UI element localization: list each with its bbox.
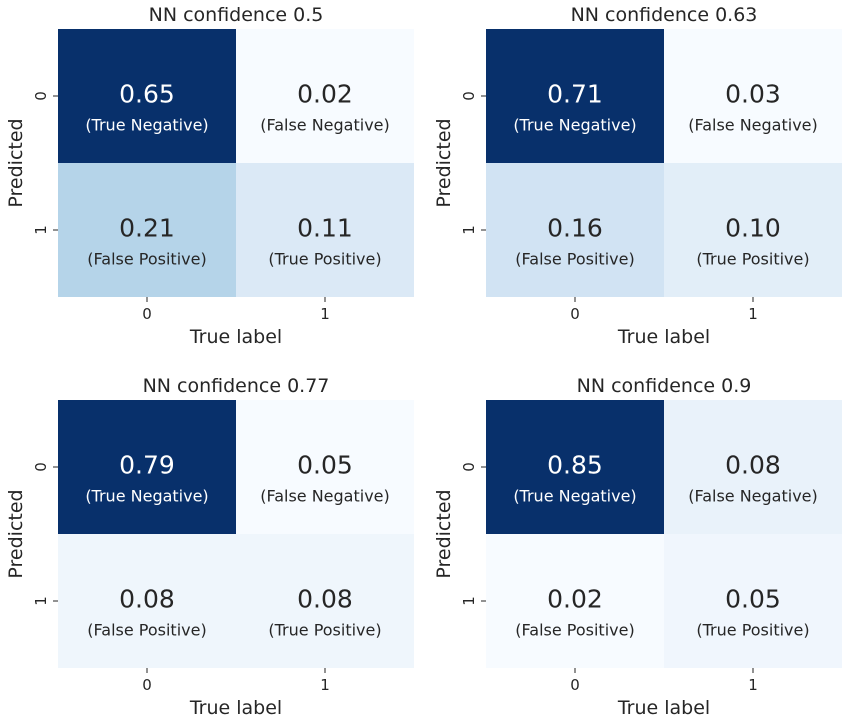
cell-value-label: 0.08 — [725, 451, 781, 480]
y-tick-label: 1 — [460, 225, 478, 235]
y-tick-label: 0 — [32, 91, 50, 101]
y-axis-label: Predicted — [433, 118, 455, 207]
heatmap-cell — [664, 400, 842, 534]
heatmap-cell — [486, 534, 664, 668]
cell-category-label: (False Negative) — [688, 487, 818, 506]
x-axis-label: True label — [617, 326, 710, 348]
y-axis-label: Predicted — [5, 118, 27, 207]
cell-value-label: 0.05 — [725, 585, 781, 614]
cell-category-label: (False Positive) — [87, 250, 206, 269]
x-tick-label: 1 — [320, 676, 330, 694]
heatmap-cell — [486, 400, 664, 534]
cell-category-label: (True Positive) — [268, 621, 381, 640]
chart-title: NN confidence 0.77 — [143, 375, 330, 397]
heatmap-cell — [236, 400, 414, 534]
heatmap-cell — [58, 29, 236, 163]
y-axis-label: Predicted — [433, 489, 455, 578]
cell-value-label: 0.03 — [725, 80, 781, 109]
x-tick-label: 0 — [142, 305, 152, 323]
cell-category-label: (False Positive) — [87, 621, 206, 640]
cell-value-label: 0.21 — [119, 214, 175, 243]
heatmap-cell — [486, 29, 664, 163]
y-tick-label: 1 — [460, 596, 478, 606]
confusion-matrix-2: 0.71 (True Negative) 0.03 (False Negative) 0… — [433, 4, 842, 348]
x-axis-label: True label — [189, 326, 282, 348]
y-axis-label: Predicted — [5, 489, 27, 578]
cell-value-label: 0.02 — [547, 585, 603, 614]
heatmap-cell — [58, 163, 236, 297]
cell-value-label: 0.65 — [119, 80, 175, 109]
cell-value-label: 0.05 — [297, 451, 353, 480]
y-tick-label: 1 — [32, 225, 50, 235]
cell-category-label: (True Negative) — [513, 487, 636, 506]
heatmap-cell — [664, 29, 842, 163]
cell-category-label: (False Negative) — [260, 116, 390, 135]
cell-value-label: 0.10 — [725, 214, 781, 243]
cell-value-label: 0.16 — [547, 214, 603, 243]
cell-category-label: (False Positive) — [515, 250, 634, 269]
cell-value-label: 0.11 — [297, 214, 353, 243]
heatmap-cell — [664, 163, 842, 297]
cell-category-label: (True Positive) — [268, 250, 381, 269]
cell-value-label: 0.85 — [547, 451, 603, 480]
heatmap-cell — [486, 163, 664, 297]
heatmap-cell — [236, 534, 414, 668]
x-tick-label: 1 — [320, 305, 330, 323]
confusion-matrix-3: 0.79 (True Negative) 0.05 (False Negative) 0… — [5, 375, 414, 719]
confusion-matrix-1: 0.65 (True Negative) 0.02 (False Negative) 0… — [5, 4, 414, 348]
cell-category-label: (False Negative) — [260, 487, 390, 506]
heatmap-cell — [664, 534, 842, 668]
chart-title: NN confidence 0.5 — [149, 4, 324, 26]
cell-value-label: 0.02 — [297, 80, 353, 109]
cell-category-label: (True Positive) — [696, 621, 809, 640]
cell-category-label: (True Negative) — [85, 116, 208, 135]
x-axis-label: True label — [189, 697, 282, 719]
x-axis-label: True label — [617, 697, 710, 719]
x-tick-label: 0 — [142, 676, 152, 694]
chart-title: NN confidence 0.63 — [571, 4, 758, 26]
y-tick-label: 0 — [32, 462, 50, 472]
heatmap-cell — [236, 29, 414, 163]
heatmap-cell — [58, 534, 236, 668]
cell-category-label: (True Negative) — [513, 116, 636, 135]
cell-category-label: (True Positive) — [696, 250, 809, 269]
heatmap-cell — [236, 163, 414, 297]
cell-value-label: 0.79 — [119, 451, 175, 480]
cell-category-label: (False Negative) — [688, 116, 818, 135]
cell-category-label: (True Negative) — [85, 487, 208, 506]
cell-value-label: 0.71 — [547, 80, 603, 109]
x-tick-label: 0 — [570, 676, 580, 694]
cell-category-label: (False Positive) — [515, 621, 634, 640]
confusion-matrix-4: 0.85 (True Negative) 0.08 (False Negative) 0… — [433, 375, 842, 719]
x-tick-label: 0 — [570, 305, 580, 323]
cell-value-label: 0.08 — [119, 585, 175, 614]
x-tick-label: 1 — [748, 305, 758, 323]
heatmap-cell — [58, 400, 236, 534]
chart-title: NN confidence 0.9 — [577, 375, 752, 397]
x-tick-label: 1 — [748, 676, 758, 694]
y-tick-label: 0 — [460, 462, 478, 472]
y-tick-label: 0 — [460, 91, 478, 101]
cell-value-label: 0.08 — [297, 585, 353, 614]
y-tick-label: 1 — [32, 596, 50, 606]
